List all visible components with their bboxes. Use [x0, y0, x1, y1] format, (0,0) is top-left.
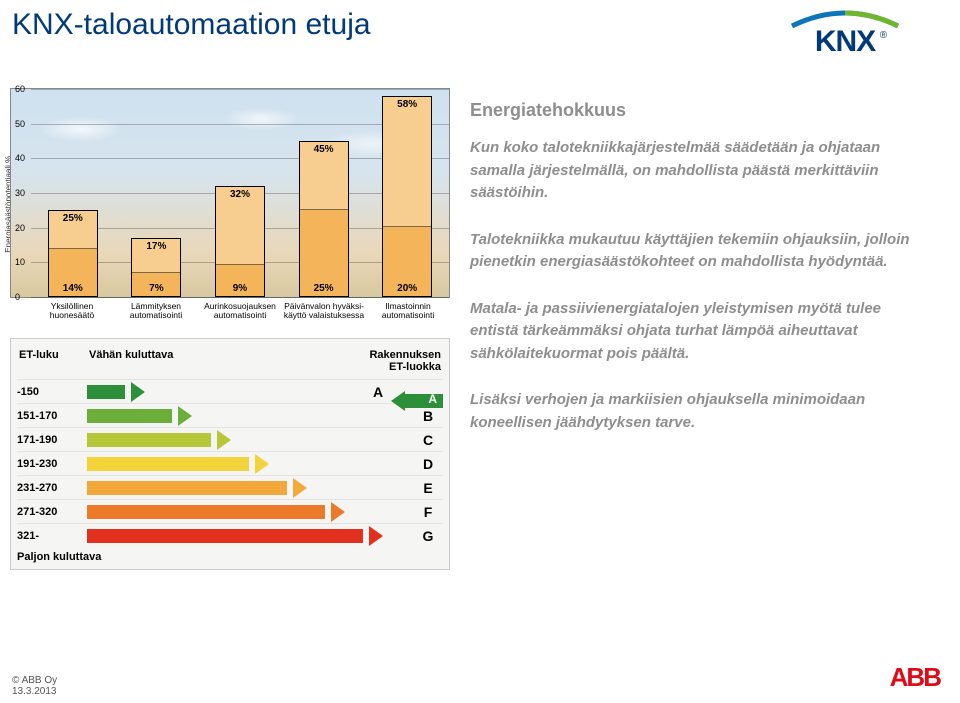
bar: 17% 7%	[131, 238, 181, 297]
arrow-icon	[87, 505, 335, 519]
bar-low-label: 7%	[132, 281, 180, 296]
table-row: -150AA	[17, 379, 443, 403]
et-letter: D	[413, 456, 443, 472]
arrow-icon	[87, 433, 221, 447]
abb-logo: ABB	[890, 662, 940, 693]
bar-group: 58% 20%	[365, 89, 449, 297]
bar-low-label: 9%	[216, 281, 264, 296]
x-label: Ilmastoinninautomatisointi	[366, 298, 450, 321]
y-tick-label: 60	[15, 84, 25, 94]
bar: 58% 20%	[382, 96, 432, 297]
x-label: Aurinkosuojauksenautomatisointi	[198, 298, 282, 321]
et-letter: F	[413, 504, 443, 520]
table-row: 231-270 E	[17, 475, 443, 499]
table-row: 191-230 D	[17, 451, 443, 475]
et-letter: E	[413, 480, 443, 496]
et-range: 321-	[17, 530, 87, 542]
content-p3: Matala- ja passiivienergiatalojen yleist…	[470, 298, 930, 366]
bar-low-label: 20%	[383, 281, 431, 296]
bar: 32% 9%	[215, 186, 265, 297]
bar-low-label: 14%	[49, 281, 97, 296]
table-row: 171-190 C	[17, 427, 443, 451]
et-letter: G	[413, 528, 443, 544]
et-range: 151-170	[17, 410, 87, 422]
y-tick-label: 0	[15, 292, 20, 302]
knx-logo-text: KNX	[815, 25, 875, 58]
x-label: Yksilöllinenhuonesäätö	[30, 298, 114, 321]
et-arrow-cell	[87, 409, 413, 423]
bar-group: 45% 25%	[282, 89, 366, 297]
y-tick-label: 20	[15, 223, 25, 233]
et-arrow-cell	[87, 505, 413, 519]
et-head-range: ET-luku	[19, 349, 89, 373]
table-row: 151-170 B	[17, 403, 443, 427]
et-letter: B	[413, 408, 443, 424]
arrow-icon	[87, 457, 259, 471]
arrow-icon	[87, 529, 373, 543]
et-arrow-cell	[87, 481, 413, 495]
y-tick-label: 40	[15, 153, 25, 163]
content-text: Energiatehokkuus Kun koko talotekniikkaj…	[470, 100, 930, 458]
content-heading: Energiatehokkuus	[470, 100, 930, 121]
et-head-low: Vähän kuluttava	[89, 349, 361, 373]
et-foot: Paljon kuluttava	[17, 547, 443, 563]
bar-high-label: 17%	[132, 239, 180, 272]
bar: 45% 25%	[299, 141, 349, 297]
et-head-class: Rakennuksen ET-luokka	[361, 349, 441, 373]
et-letter: C	[413, 432, 443, 448]
bar-group: 32% 9%	[198, 89, 282, 297]
et-range: 191-230	[17, 458, 87, 470]
knx-logo: KNX ®	[790, 10, 900, 56]
bar-high-label: 32%	[216, 187, 264, 265]
et-letter: A	[363, 384, 393, 400]
arrow-icon	[87, 409, 182, 423]
content-p4: Lisäksi verhojen ja markiisien ohjauksel…	[470, 389, 930, 434]
energy-potential-chart: Energiasäästöpotentiaali % 0102030405060…	[10, 88, 450, 321]
bar-high-label: 25%	[49, 211, 97, 248]
et-arrow-cell	[87, 433, 413, 447]
x-label: Päivänvalon hyväksi-käyttö valaistuksess…	[282, 298, 366, 321]
et-range: -150	[17, 386, 87, 398]
bar-high-label: 45%	[300, 142, 348, 210]
y-tick-label: 30	[15, 188, 25, 198]
content-p1: Kun koko talotekniikkajärjestelmää sääde…	[470, 137, 930, 205]
et-range: 171-190	[17, 434, 87, 446]
et-arrow-cell	[87, 385, 363, 399]
et-class-table: ET-luku Vähän kuluttava Rakennuksen ET-l…	[10, 338, 450, 570]
arrow-icon	[87, 385, 135, 399]
footer-date: 13.3.2013	[12, 686, 57, 697]
bar-low-label: 25%	[300, 281, 348, 296]
page-title: KNX-taloautomaation etuja	[12, 8, 371, 42]
x-label: Lämmityksenautomatisointi	[114, 298, 198, 321]
footer: © ABB Oy 13.3.2013	[12, 675, 57, 697]
gridline	[31, 297, 449, 298]
y-tick-label: 10	[15, 257, 25, 267]
footer-company: © ABB Oy	[12, 675, 57, 686]
et-arrow-cell	[87, 457, 413, 471]
content-p2: Talotekniikka mukautuu käyttäjien tekemi…	[470, 229, 930, 274]
arrow-icon	[87, 481, 297, 495]
bar-group: 17% 7%	[115, 89, 199, 297]
registered-icon: ®	[880, 30, 887, 41]
table-row: 271-320 F	[17, 499, 443, 523]
table-row: 321- G	[17, 523, 443, 547]
et-range: 231-270	[17, 482, 87, 494]
y-tick-label: 50	[15, 119, 25, 129]
bar-high-label: 58%	[383, 97, 431, 227]
et-arrow-cell	[87, 529, 413, 543]
bar-group: 25% 14%	[31, 89, 115, 297]
bar: 25% 14%	[48, 210, 98, 297]
et-range: 271-320	[17, 506, 87, 518]
